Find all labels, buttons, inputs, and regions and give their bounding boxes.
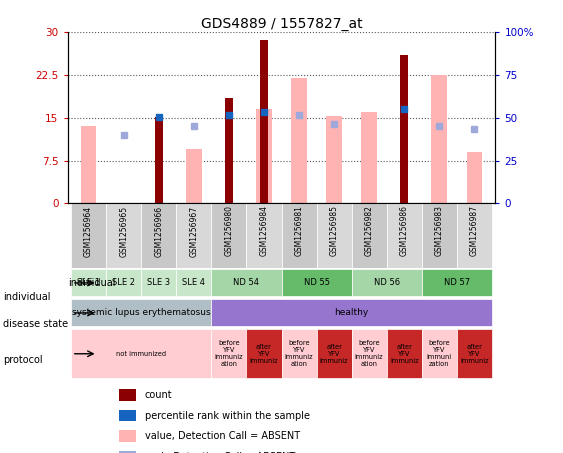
FancyBboxPatch shape (316, 329, 352, 379)
Text: SLE 1: SLE 1 (77, 279, 100, 287)
Bar (291, 77, 307, 203)
FancyBboxPatch shape (176, 203, 211, 268)
Text: ND 55: ND 55 (303, 279, 329, 287)
Text: GSM1256981: GSM1256981 (294, 205, 303, 256)
FancyBboxPatch shape (282, 270, 352, 296)
Text: GSM1256984: GSM1256984 (260, 205, 269, 256)
Text: before
YFV
immuniz
ation: before YFV immuniz ation (215, 340, 243, 367)
Bar (256, 109, 272, 203)
Bar (431, 75, 447, 203)
Text: before
YFV
immuniz
ation: before YFV immuniz ation (355, 340, 383, 367)
FancyBboxPatch shape (141, 203, 176, 268)
Text: before
YFV
immuni
zation: before YFV immuni zation (427, 340, 452, 367)
FancyBboxPatch shape (71, 299, 211, 327)
Bar (225, 97, 233, 203)
Text: GSM1256964: GSM1256964 (84, 205, 93, 256)
Text: not immunized: not immunized (116, 351, 166, 357)
Bar (186, 149, 202, 203)
FancyBboxPatch shape (71, 203, 106, 268)
Bar (119, 410, 136, 421)
Text: GSM1256982: GSM1256982 (365, 205, 374, 256)
FancyBboxPatch shape (422, 329, 457, 379)
Text: individual: individual (3, 292, 50, 302)
FancyBboxPatch shape (352, 329, 387, 379)
FancyBboxPatch shape (211, 203, 247, 268)
FancyBboxPatch shape (422, 270, 492, 296)
Bar (400, 55, 408, 203)
Text: GSM1256966: GSM1256966 (154, 205, 163, 256)
FancyBboxPatch shape (71, 329, 211, 379)
Bar (155, 117, 163, 203)
Text: GSM1256986: GSM1256986 (400, 205, 409, 256)
Text: protocol: protocol (3, 355, 42, 365)
Bar (81, 126, 96, 203)
Bar (260, 40, 268, 203)
Text: GSM1256987: GSM1256987 (470, 205, 479, 256)
Text: count: count (145, 390, 172, 400)
Text: SLE 4: SLE 4 (182, 279, 205, 287)
Bar (119, 430, 136, 442)
FancyBboxPatch shape (387, 329, 422, 379)
Text: disease state: disease state (3, 319, 68, 329)
Text: GSM1256967: GSM1256967 (189, 205, 198, 256)
FancyBboxPatch shape (211, 329, 247, 379)
Text: after
YFV
immuniz: after YFV immuniz (390, 344, 418, 364)
Bar (119, 389, 136, 401)
Text: GSM1256983: GSM1256983 (435, 205, 444, 256)
FancyBboxPatch shape (247, 329, 282, 379)
FancyBboxPatch shape (282, 203, 316, 268)
FancyBboxPatch shape (352, 270, 422, 296)
Text: percentile rank within the sample: percentile rank within the sample (145, 410, 310, 420)
Text: GSM1256980: GSM1256980 (225, 205, 234, 256)
Text: before
YFV
immuniz
ation: before YFV immuniz ation (285, 340, 314, 367)
Bar (467, 152, 482, 203)
FancyBboxPatch shape (422, 203, 457, 268)
Text: ND 54: ND 54 (234, 279, 260, 287)
Text: SLE 3: SLE 3 (147, 279, 171, 287)
Text: GSM1256985: GSM1256985 (329, 205, 338, 256)
Text: rank, Detection Call = ABSENT: rank, Detection Call = ABSENT (145, 452, 295, 453)
FancyBboxPatch shape (176, 270, 211, 296)
Text: ND 56: ND 56 (374, 279, 400, 287)
Text: after
YFV
immuniz: after YFV immuniz (460, 344, 489, 364)
FancyBboxPatch shape (457, 329, 492, 379)
FancyBboxPatch shape (387, 203, 422, 268)
Title: GDS4889 / 1557827_at: GDS4889 / 1557827_at (200, 17, 363, 31)
FancyBboxPatch shape (106, 270, 141, 296)
Text: individual: individual (68, 278, 116, 288)
Text: ND 57: ND 57 (444, 279, 470, 287)
FancyBboxPatch shape (247, 203, 282, 268)
Bar (119, 451, 136, 453)
Text: after
YFV
immuniz: after YFV immuniz (320, 344, 348, 364)
FancyBboxPatch shape (211, 299, 492, 327)
FancyBboxPatch shape (141, 270, 176, 296)
Text: value, Detection Call = ABSENT: value, Detection Call = ABSENT (145, 431, 300, 441)
FancyBboxPatch shape (211, 270, 282, 296)
FancyBboxPatch shape (282, 329, 316, 379)
FancyBboxPatch shape (352, 203, 387, 268)
Text: systemic lupus erythematosus: systemic lupus erythematosus (72, 308, 211, 318)
Bar (326, 116, 342, 203)
Bar (361, 112, 377, 203)
Text: healthy: healthy (334, 308, 369, 318)
FancyBboxPatch shape (457, 203, 492, 268)
FancyBboxPatch shape (106, 203, 141, 268)
Text: after
YFV
immuniz: after YFV immuniz (249, 344, 278, 364)
FancyBboxPatch shape (316, 203, 352, 268)
Text: SLE 2: SLE 2 (112, 279, 135, 287)
Text: GSM1256965: GSM1256965 (119, 205, 128, 256)
FancyBboxPatch shape (71, 270, 106, 296)
